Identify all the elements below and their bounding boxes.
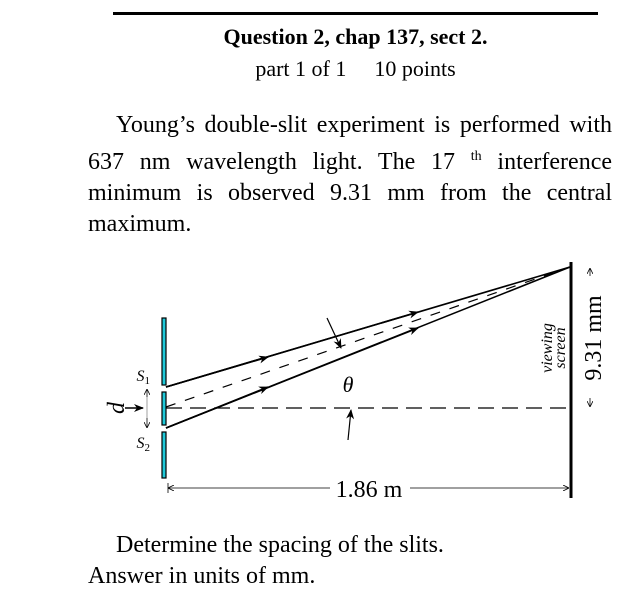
s1-label: S1 — [137, 368, 151, 387]
question-title: Question 2, chap 137, sect 2. — [223, 24, 488, 49]
angle-arrow-bottom — [346, 409, 355, 441]
question-subtitle: part 1 of 1 10 points — [113, 56, 598, 82]
distance-label: 1.86 m — [336, 477, 403, 503]
ray-arrow — [165, 310, 419, 388]
barrier-top — [161, 317, 167, 386]
points-label: 10 points — [374, 56, 456, 81]
barrier-middle — [161, 391, 167, 426]
header-rule — [113, 12, 598, 15]
barrier-bottom — [161, 431, 167, 479]
problem-text-a: Young’s double-slit experiment is perfor… — [88, 112, 612, 175]
ordinal-suffix: th — [470, 149, 482, 164]
s2-label: S2 — [137, 435, 151, 454]
center-ray-dashed — [165, 266, 571, 408]
ray-arrow — [165, 327, 419, 429]
angle-arrow-top — [326, 317, 342, 349]
height-label: 9.31 mm — [581, 295, 607, 381]
theta-label: θ — [343, 372, 354, 397]
problem-text-b: interference minimum is observed 9.31 mm… — [88, 149, 612, 237]
question-line-1: Determine the spacing of the slits. — [116, 532, 444, 558]
question-line-2: Answer in units of mm. — [88, 563, 316, 589]
slit-barrier — [161, 317, 167, 479]
screen-label: screen — [552, 327, 569, 368]
problem-text: Young’s double-slit experiment is perfor… — [88, 110, 612, 240]
part-label: part 1 of 1 — [255, 56, 347, 81]
d-label: d — [104, 401, 130, 414]
viewing-label: viewing — [539, 323, 556, 373]
question-text: Determine the spacing of the slits. Answ… — [88, 530, 444, 592]
